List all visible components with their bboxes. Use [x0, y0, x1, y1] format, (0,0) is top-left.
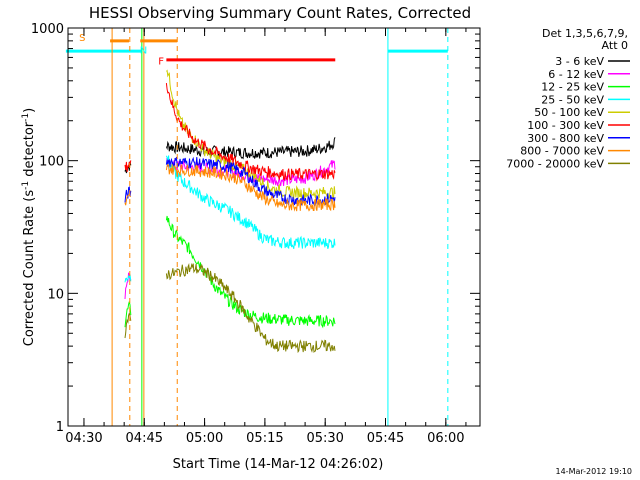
- mode-annotation: F: [158, 57, 164, 68]
- legend-label: 25 - 50 keV: [541, 93, 604, 106]
- legend-label: 100 - 300 keV: [527, 119, 604, 132]
- series-line: [124, 301, 132, 328]
- x-tick-label: 05:45: [367, 431, 404, 446]
- timestamp: 14-Mar-2012 19:10: [556, 467, 633, 476]
- series-line: [165, 215, 336, 329]
- x-tick-label: 05:30: [306, 431, 343, 446]
- series-line: [124, 311, 132, 339]
- x-tick-label: 04:45: [126, 431, 163, 446]
- legend-header-line: Det 1,3,5,6,7,9,: [542, 27, 628, 40]
- series-line: [165, 262, 336, 354]
- axis-ticks: 04:30 04:45 05:00 05:15 05:30 05:45 06:00 1 10 10…: [31, 22, 480, 446]
- legend-label: 6 - 12 keV: [548, 68, 604, 81]
- y-axis-label-part: Corrected Count Rate (s: [22, 190, 37, 347]
- mode-annotation: S: [79, 33, 85, 44]
- y-axis-label-sup: -1: [21, 181, 31, 190]
- plot-frame: [67, 27, 481, 427]
- y-tick-label: 10: [47, 287, 64, 302]
- markers-layer: S NF: [79, 28, 449, 426]
- y-axis-label-end: ): [22, 108, 37, 113]
- legend-label: 3 - 6 keV: [555, 55, 604, 68]
- series-line: [124, 194, 132, 206]
- mode-annotation: N: [140, 46, 147, 57]
- y-tick-label: 100: [39, 155, 64, 170]
- y-tick-label: 1000: [31, 22, 64, 37]
- series-line: [124, 272, 132, 300]
- legend-header-line: Att 0: [602, 39, 628, 52]
- legend-label: 50 - 100 keV: [534, 106, 604, 119]
- legend-label: 7000 - 20000 keV: [506, 157, 604, 170]
- legend-label: 800 - 7000 keV: [520, 145, 604, 158]
- chart-title: HESSI Observing Summary Count Rates, Cor…: [89, 4, 471, 22]
- series-line: [165, 156, 336, 207]
- x-axis-label: Start Time (14-Mar-12 04:26:02): [173, 457, 384, 472]
- y-tick-label: 1: [56, 420, 64, 435]
- series-lines: [65, 49, 448, 354]
- legend-label: 12 - 25 keV: [541, 81, 604, 94]
- x-tick-label: 06:00: [427, 431, 464, 446]
- x-tick-label: 05:00: [186, 431, 223, 446]
- series-line: [165, 83, 336, 182]
- y-axis-label-sup: -1: [21, 113, 31, 122]
- y-axis-label: Corrected Count Rate (s-1 detector-1): [21, 108, 37, 346]
- series-line: [166, 69, 336, 200]
- series-line: [165, 137, 336, 160]
- x-tick-label: 04:30: [65, 431, 102, 446]
- series-line: [165, 163, 336, 212]
- x-tick-label: 05:15: [246, 431, 283, 446]
- y-axis-label-mid: detector: [22, 121, 37, 181]
- series-line: [165, 155, 336, 250]
- legend-label: 300 - 800 keV: [527, 132, 604, 145]
